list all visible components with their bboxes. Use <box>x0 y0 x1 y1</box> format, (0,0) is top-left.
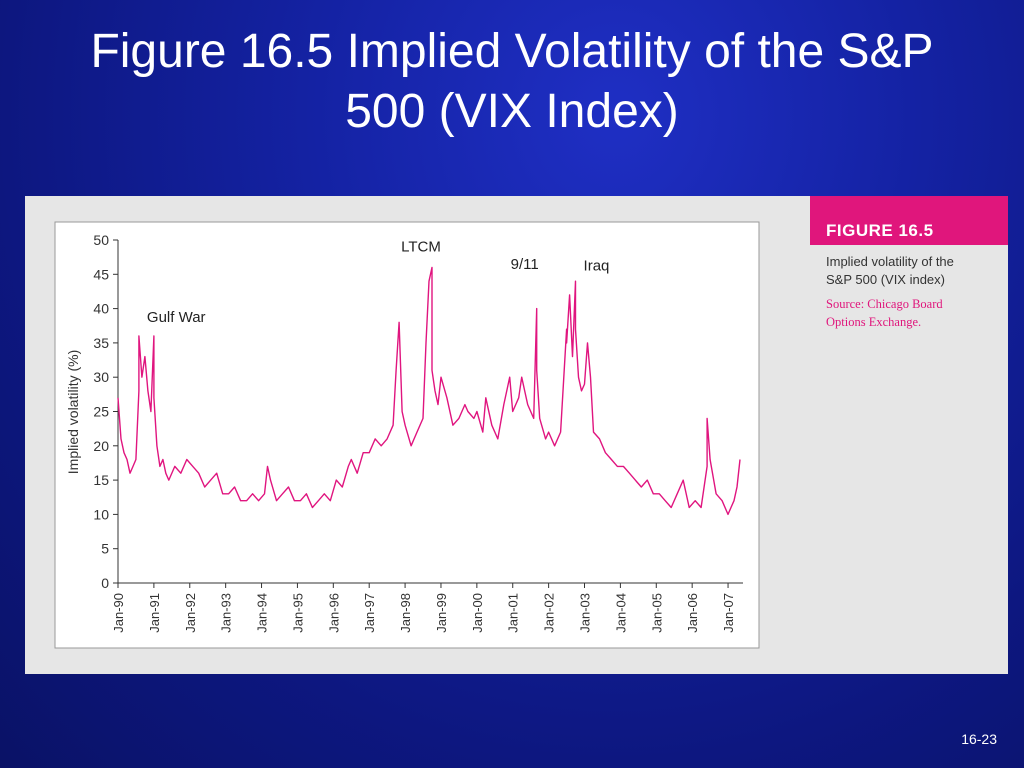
page-number: 16-23 <box>961 731 997 747</box>
slide-title-line2: 500 (VIX Index) <box>345 85 679 138</box>
annotation-label: Gulf War <box>147 309 206 326</box>
x-ticks: Jan-90 Jan-91 Jan-92 Jan-93 Jan-94 Jan-95 Jan-… <box>111 583 736 633</box>
description-line1: Implied volatility of the <box>826 254 954 269</box>
x-tick-label: Jan-93 <box>219 593 234 633</box>
annotations: Gulf War LTCM 9/11 Iraq <box>147 238 609 326</box>
y-tick-label: 5 <box>101 541 109 557</box>
vix-series-line <box>117 266 741 516</box>
x-tick-label: Jan-04 <box>613 593 628 633</box>
x-tick-label: Jan-90 <box>111 593 126 633</box>
figure-description: Implied volatility of the S&P 500 (VIX i… <box>826 253 1008 289</box>
x-tick-label: Jan-06 <box>685 593 700 633</box>
figure-label: FIGURE 16.5 <box>810 196 1008 245</box>
figure-source: Source: Chicago Board Options Exchange. <box>826 295 1008 331</box>
x-tick-label: Jan-98 <box>398 593 413 633</box>
x-tick-label: Jan-91 <box>147 593 162 633</box>
x-tick-label: Jan-02 <box>542 593 557 633</box>
plot-frame <box>54 221 760 649</box>
y-axis-label: Implied volatility (%) <box>65 350 81 474</box>
y-tick-label: 35 <box>93 335 109 351</box>
x-tick-label: Jan-03 <box>578 593 593 633</box>
y-tick-label: 25 <box>93 404 109 420</box>
y-tick-label: 10 <box>93 506 109 522</box>
x-tick-label: Jan-96 <box>326 593 341 633</box>
annotation-label: Iraq <box>584 257 610 274</box>
y-tick-label: 15 <box>93 472 109 488</box>
x-tick-label: Jan-99 <box>434 593 449 633</box>
x-tick-label: Jan-07 <box>721 593 736 633</box>
y-tick-label: 50 <box>93 232 109 248</box>
x-tick-label: Jan-01 <box>506 593 521 633</box>
slide-title-line1: Figure 16.5 Implied Volatility of the S&… <box>90 25 934 78</box>
figure-caption: FIGURE 16.5 Implied volatility of the S&… <box>810 196 1008 331</box>
source-line1: Source: Chicago Board <box>826 297 943 311</box>
y-tick-label: 40 <box>93 301 109 317</box>
y-tick-label: 0 <box>101 575 109 591</box>
x-tick-label: Jan-95 <box>290 593 305 633</box>
figure-panel: 0 5 10 15 20 25 30 35 40 45 50 Jan-90 Jan-91 Jan-92 J… <box>25 196 1008 674</box>
y-ticks: 0 5 10 15 20 25 30 35 40 45 50 <box>93 232 118 591</box>
description-line2: S&P 500 (VIX index) <box>826 272 945 287</box>
y-tick-label: 30 <box>93 369 109 385</box>
y-tick-label: 45 <box>93 266 109 282</box>
source-line2: Options Exchange. <box>826 315 922 329</box>
x-tick-label: Jan-05 <box>649 593 664 633</box>
x-tick-label: Jan-94 <box>255 593 270 633</box>
y-tick-label: 20 <box>93 438 109 454</box>
annotation-label: LTCM <box>401 238 441 255</box>
x-tick-label: Jan-92 <box>183 593 198 633</box>
x-tick-label: Jan-97 <box>362 593 377 633</box>
slide-title: Figure 16.5 Implied Volatility of the S&… <box>0 22 1024 142</box>
annotation-label: 9/11 <box>511 256 539 273</box>
x-tick-label: Jan-00 <box>470 593 485 633</box>
